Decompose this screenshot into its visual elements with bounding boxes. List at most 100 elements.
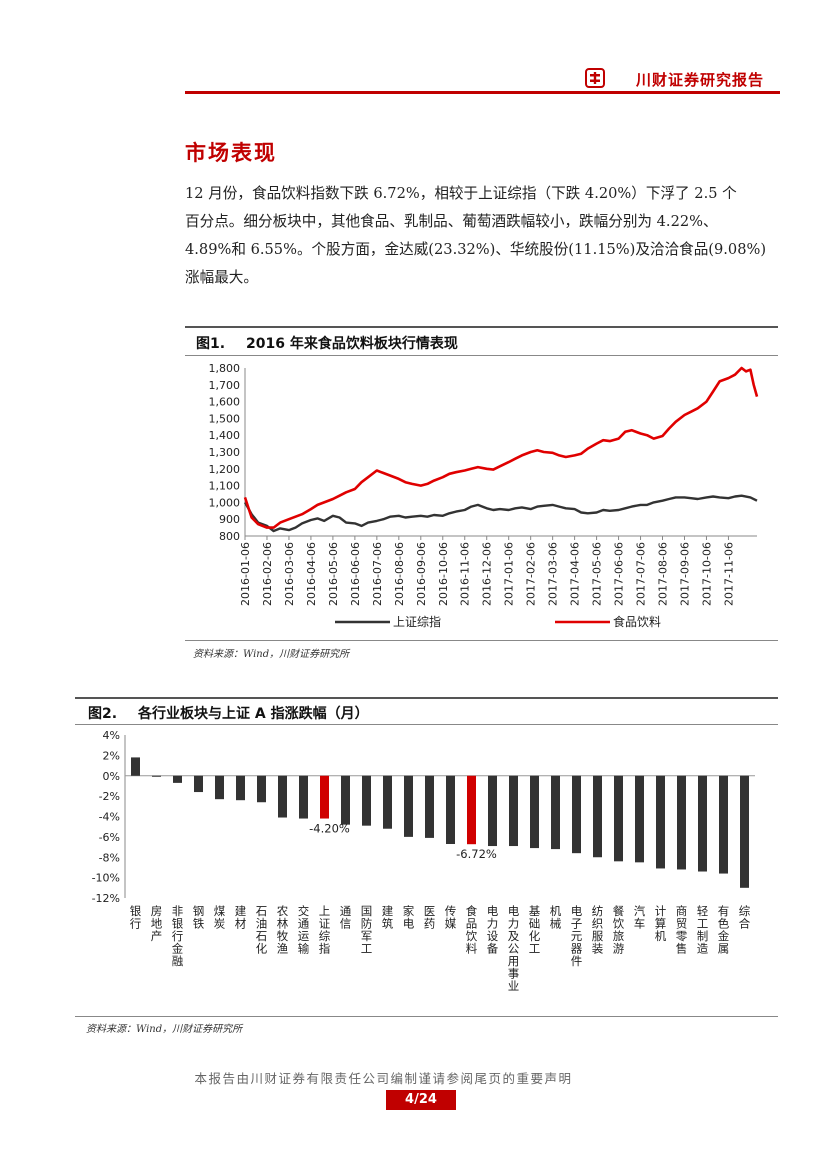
x-tick-label: 2016-10-06 <box>437 542 450 606</box>
y-tick-label: -8% <box>99 851 120 864</box>
figure2-top-rule <box>75 697 778 699</box>
y-tick-label: 1,700 <box>209 379 241 392</box>
y-tick-label: 1,500 <box>209 412 241 425</box>
logo-icon <box>585 68 605 88</box>
bar-6 <box>257 775 266 803</box>
x-tick-label: 2016-01-06 <box>239 542 252 606</box>
x-tick-label: 2017-04-06 <box>569 542 582 606</box>
x-tick-label: 2016-11-06 <box>459 542 472 606</box>
x-tick-label: 2017-10-06 <box>700 542 713 606</box>
x-tick-label: 食品饮料 <box>466 904 478 956</box>
x-tick-label: 家电 <box>403 904 415 931</box>
bar-8 <box>299 775 308 819</box>
figure2-title: 图2. 各行业板块与上证 A 指涨跌幅（月） <box>88 703 369 723</box>
paragraph-line: 涨幅最大。 <box>185 269 258 286</box>
x-tick-label: 2017-07-06 <box>635 542 648 606</box>
x-tick-label: 传媒 <box>445 904 457 931</box>
x-tick-label: 电力及公用事业 <box>508 904 520 993</box>
x-tick-label: 建材 <box>235 904 247 931</box>
x-tick-label: 2017-02-06 <box>525 542 538 606</box>
legend-label: 上证综指 <box>393 614 441 629</box>
figure2-title-text: 各行业板块与上证 A 指涨跌幅（月） <box>138 706 369 722</box>
x-tick-label: 2016-12-06 <box>481 542 494 606</box>
series-line-food-beverage <box>243 366 759 529</box>
bar-7 <box>278 775 287 818</box>
x-tick-label: 电子元器件 <box>571 904 583 968</box>
bar-29 <box>740 775 749 888</box>
x-tick-label: 2016-08-06 <box>393 542 406 606</box>
x-tick-label: 纺织服装 <box>592 904 604 956</box>
x-tick-label: 银行 <box>130 904 142 931</box>
x-tick-label: 农林牧渔 <box>277 904 289 956</box>
bar-12 <box>383 775 392 829</box>
x-tick-label: 煤炭 <box>214 904 226 931</box>
bar-13 <box>404 775 413 837</box>
figure1-top-rule <box>185 326 778 328</box>
data-label: -4.20% <box>309 822 350 836</box>
header-title: 川财证券研究报告 <box>636 71 765 89</box>
x-tick-label: 房地产 <box>151 904 163 943</box>
y-tick-label: 4% <box>103 729 120 742</box>
x-tick-label: 2016-09-06 <box>415 542 428 606</box>
bar-2 <box>173 775 182 783</box>
x-tick-label: 2017-05-06 <box>591 542 604 606</box>
bar-0 <box>131 757 140 776</box>
x-tick-label: 2017-06-06 <box>613 542 626 606</box>
bar-16 <box>467 775 476 845</box>
x-tick-label: 计算机 <box>655 904 667 943</box>
figure2-bottom-rule <box>75 1016 778 1017</box>
x-tick-label: 2017-01-06 <box>503 542 516 606</box>
bar-21 <box>572 775 581 854</box>
bar-24 <box>635 775 644 863</box>
y-tick-label: 1,400 <box>209 429 241 442</box>
bar-15 <box>446 775 455 845</box>
bar-11 <box>362 775 371 826</box>
x-tick-label: 通信 <box>340 904 352 931</box>
series-line-shanghai-composite <box>243 494 758 533</box>
x-tick-label: 钢铁 <box>193 904 205 931</box>
header-rule <box>185 91 780 94</box>
x-tick-label: 电力设备 <box>487 904 499 956</box>
bar-22 <box>593 775 602 858</box>
x-tick-label: 建筑 <box>382 904 394 931</box>
bar-10 <box>341 775 350 825</box>
bar-27 <box>698 775 707 872</box>
figure1-title-text: 2016 年来食品饮料板块行情表现 <box>246 336 458 352</box>
figure1-bottom-rule <box>185 640 778 641</box>
bar-1 <box>152 775 161 777</box>
x-tick-label: 综合 <box>739 904 751 931</box>
paragraph-line: 4.89%和 6.55%。个股方面，金达威(23.32%)、华统股份(11.15… <box>185 241 767 258</box>
y-tick-label: -6% <box>99 831 120 844</box>
bar-9 <box>320 775 329 819</box>
data-label: -6.72% <box>456 847 497 861</box>
x-tick-label: 2017-03-06 <box>547 542 560 606</box>
figure1-title: 图1. 2016 年来食品饮料板块行情表现 <box>196 333 458 353</box>
bar-3 <box>194 775 203 793</box>
x-tick-label: 基础化工 <box>529 904 541 956</box>
paragraph-line: 百分点。细分板块中，其他食品、乳制品、葡萄酒跌幅较小，跌幅分别为 4.22%、 <box>185 213 718 230</box>
x-tick-label: 2016-03-06 <box>283 542 296 606</box>
bar-19 <box>530 775 539 849</box>
x-tick-label: 国防军工 <box>361 904 373 956</box>
figure1-number: 图1. <box>196 336 226 352</box>
x-tick-label: 交通运输 <box>298 904 310 956</box>
x-tick-label: 上证综指 <box>319 904 331 956</box>
x-tick-label: 2017-08-06 <box>657 542 670 606</box>
y-tick-label: 2% <box>103 749 120 762</box>
y-tick-label: 1,100 <box>209 480 241 493</box>
x-tick-label: 商贸零售 <box>676 904 688 956</box>
y-tick-label: -10% <box>92 872 120 885</box>
y-tick-label: 1,600 <box>209 396 241 409</box>
x-tick-label: 2016-02-06 <box>261 542 274 606</box>
x-tick-label: 有色金属 <box>718 904 730 956</box>
figure2-bar-chart: 4% 2% 0% -2% -4% -6% -8% -10% -12% 银行房地产非银行金融钢铁煤炭… <box>92 729 755 993</box>
figure1-title-rule <box>185 355 778 356</box>
bar-25 <box>656 775 665 869</box>
x-tick-label: 2016-07-06 <box>371 542 384 606</box>
bar-28 <box>719 775 728 874</box>
x-tick-label: 轻工制造 <box>697 904 709 956</box>
x-tick-label: 石油石化 <box>256 904 268 956</box>
y-tick-label: -4% <box>99 811 120 824</box>
y-tick-label: 900 <box>219 513 240 526</box>
bar-14 <box>425 775 434 838</box>
